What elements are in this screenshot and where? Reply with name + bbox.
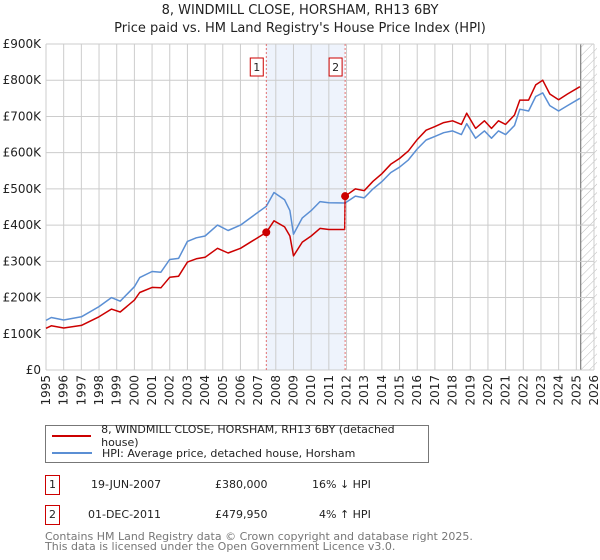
x-tick-label: 2002 xyxy=(163,375,177,406)
y-tick-label: £900K xyxy=(3,37,43,51)
x-tick-label: 2019 xyxy=(463,375,477,406)
x-tick-label: 2013 xyxy=(357,375,371,406)
sale-row-2: 2 01-DEC-2011 £479,950 4% ↑ HPI xyxy=(45,505,465,525)
sale-label: 2 xyxy=(332,61,339,74)
x-tick-label: 2018 xyxy=(446,375,460,406)
x-tick-label: 2010 xyxy=(304,375,318,406)
x-tick-label: 1999 xyxy=(110,375,124,406)
x-tick-label: 1995 xyxy=(39,375,53,406)
x-tick-label: 2004 xyxy=(198,375,212,406)
x-tick-label: 1998 xyxy=(92,375,106,406)
y-tick-label: £200K xyxy=(3,291,43,305)
sale-marker-badge: 1 xyxy=(45,475,60,495)
x-tick-label: 2020 xyxy=(481,375,495,406)
x-tick-label: 2021 xyxy=(499,375,513,406)
y-tick-label: £500K xyxy=(3,182,43,196)
x-tick-label: 1997 xyxy=(74,375,88,406)
x-tick-label: 2022 xyxy=(516,375,530,406)
legend-item-property: 8, WINDMILL CLOSE, HORSHAM, RH13 6BY (de… xyxy=(52,423,428,449)
x-tick-label: 2025 xyxy=(569,375,583,406)
highlight-period xyxy=(266,44,346,370)
x-tick-label: 2011 xyxy=(322,375,336,406)
y-tick-label: £100K xyxy=(3,327,43,341)
sale-marker-badge: 2 xyxy=(45,505,60,525)
legend-swatch-blue xyxy=(52,452,92,454)
property-price-line xyxy=(45,79,581,329)
x-tick-label: 2008 xyxy=(269,375,283,406)
legend-item-hpi: HPI: Average price, detached house, Hors… xyxy=(52,445,355,461)
y-tick-label: £400K xyxy=(3,218,43,232)
x-tick-label: 2014 xyxy=(375,375,389,406)
y-tick-label: £300K xyxy=(3,254,43,268)
sale-date: 19-JUN-2007 xyxy=(91,478,162,491)
x-tick-label: 2017 xyxy=(428,375,442,406)
sale-label-box xyxy=(328,57,343,77)
hpi-line xyxy=(45,92,581,322)
price-chart: £0 £100K £200K £300K £400K £500K £600K £700K £80… xyxy=(3,37,600,406)
sale-price: £479,950 xyxy=(215,508,268,521)
sale-date: 01-DEC-2011 xyxy=(88,508,162,521)
x-tick-label: 2001 xyxy=(145,375,159,406)
legend-label-property: 8, WINDMILL CLOSE, HORSHAM, RH13 6BY (de… xyxy=(101,423,395,449)
x-tick-label: 2026 xyxy=(587,375,600,406)
footer-copyright: Contains HM Land Registry data © Crown c… xyxy=(45,530,473,543)
y-tick-label: £800K xyxy=(3,73,43,87)
x-tick-label: 2006 xyxy=(233,375,247,406)
sale-point xyxy=(341,192,350,201)
x-tick-label: 2005 xyxy=(216,375,230,406)
y-tick-label: £700K xyxy=(3,109,43,123)
sale-label-box xyxy=(249,57,264,77)
x-tick-label: 2015 xyxy=(393,375,407,406)
y-tick-label: £600K xyxy=(3,146,43,160)
sale-hpi-diff: 16% ↓ HPI xyxy=(312,478,371,491)
x-tick-label: 2007 xyxy=(251,375,265,406)
sale-row-1: 1 19-JUN-2007 £380,000 16% ↓ HPI xyxy=(45,475,465,495)
footer-licence: This data is licensed under the Open Gov… xyxy=(45,540,396,553)
x-tick-label: 1996 xyxy=(57,375,71,406)
y-tick-label: £0 xyxy=(26,363,41,377)
legend-label-hpi: HPI: Average price, detached house, Hors… xyxy=(102,446,356,460)
forecast-hatch xyxy=(580,44,597,370)
chart-subtitle: Price paid vs. HM Land Registry's House … xyxy=(114,21,486,36)
sale-point xyxy=(262,228,271,237)
x-tick-label: 2023 xyxy=(534,375,548,406)
x-tick-label: 2016 xyxy=(410,375,424,406)
x-tick-label: 2009 xyxy=(286,375,300,406)
x-tick-label: 2024 xyxy=(552,375,566,406)
chart-legend: 8, WINDMILL CLOSE, HORSHAM, RH13 6BY (de… xyxy=(45,423,429,463)
x-tick-label: 2012 xyxy=(340,375,354,406)
legend-swatch-red xyxy=(52,435,92,437)
x-tick-label: 2003 xyxy=(180,375,194,406)
x-tick-label: 2000 xyxy=(127,375,141,406)
sale-label: 1 xyxy=(253,61,260,74)
sale-hpi-diff: 4% ↑ HPI xyxy=(319,508,371,521)
sale-price: £380,000 xyxy=(215,478,268,491)
chart-title: 8, WINDMILL CLOSE, HORSHAM, RH13 6BY xyxy=(161,3,439,18)
